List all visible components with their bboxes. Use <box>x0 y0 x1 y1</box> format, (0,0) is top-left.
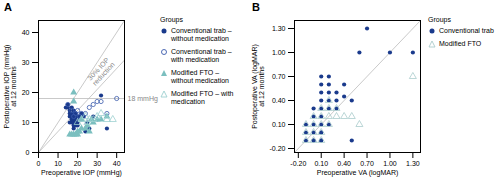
svg-text:1.00: 1.00 <box>383 160 397 167</box>
html-text:Modified FTO – with medication: Modified FTO – with medication <box>171 90 234 105</box>
html-text:B: B <box>252 1 260 13</box>
html-text:Groups: Groups <box>160 16 183 23</box>
svg-text:Preoperative VA (logMAR): Preoperative VA (logMAR) <box>317 169 399 177</box>
svg-text:0.70: 0.70 <box>360 160 374 167</box>
svg-text:10: 10 <box>54 160 62 167</box>
svg-text:1.30: 1.30 <box>406 160 420 167</box>
svg-text:10: 10 <box>22 119 30 126</box>
svg-text:20: 20 <box>74 160 82 167</box>
html-text:A: A <box>4 1 12 13</box>
svg-text:0.10: 0.10 <box>314 160 328 167</box>
svg-text:1.00: 1.00 <box>272 49 286 56</box>
html-text:Conventional trab – without me: Conventional trab – without medication <box>171 27 232 42</box>
svg-text:30: 30 <box>22 59 30 66</box>
svg-text:1.30: 1.30 <box>272 25 286 32</box>
svg-text:0.40: 0.40 <box>272 97 286 104</box>
svg-text:0: 0 <box>37 160 41 167</box>
svg-text:-0.20: -0.20 <box>290 160 306 167</box>
svg-text:20: 20 <box>22 89 30 96</box>
svg-text:40: 40 <box>22 29 30 36</box>
html-text:Groups: Groups <box>428 16 451 23</box>
svg-text:-0.20: -0.20 <box>270 145 286 152</box>
svg-text:Preoperative IOP (mmHg): Preoperative IOP (mmHg) <box>41 169 122 177</box>
svg-text:0: 0 <box>26 149 30 156</box>
svg-text:0.70: 0.70 <box>272 73 286 80</box>
svg-text:18 mmHg: 18 mmHg <box>128 95 158 103</box>
html-text:Modified FTO: Modified FTO <box>439 40 482 47</box>
svg-text:0.10: 0.10 <box>272 121 286 128</box>
html-text:Conventional trab: Conventional trab <box>439 27 494 34</box>
svg-text:30: 30 <box>93 160 101 167</box>
svg-text:Postoperative VA (logMAR)at 12: Postoperative VA (logMAR)at 12 months <box>251 44 265 129</box>
svg-text:0.40: 0.40 <box>337 160 351 167</box>
svg-text:30% IOPreduction: 30% IOPreduction <box>86 56 116 87</box>
html-text:Conventional trab – with medic: Conventional trab – with medication <box>171 48 232 63</box>
html-text:Modified FTO – without medicat: Modified FTO – without medication <box>171 69 229 84</box>
svg-text:Postoperative IOP (mmHg)at 12: Postoperative IOP (mmHg)at 12 months <box>3 45 17 129</box>
svg-text:40: 40 <box>113 160 121 167</box>
